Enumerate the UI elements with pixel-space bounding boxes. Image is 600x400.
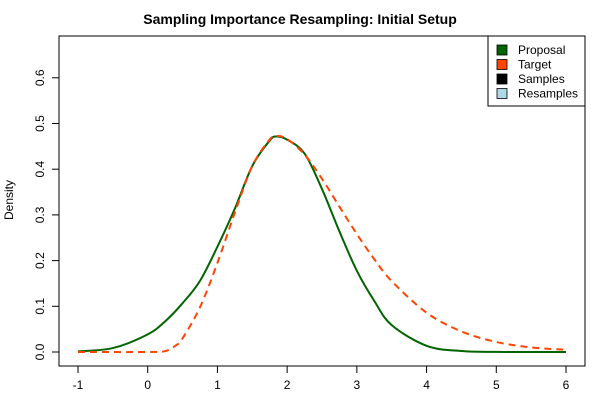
y-tick-label: 0.1 (33, 298, 47, 315)
series-line-proposal (77, 135, 567, 354)
legend-swatch-target (496, 59, 508, 70)
legend-swatch-samples (496, 73, 508, 85)
y-tick-label: 0.4 (33, 161, 47, 178)
x-tick-label: -1 (73, 378, 84, 392)
series-line-target (77, 134, 567, 354)
x-tick-label: 1 (214, 378, 221, 392)
legend-swatch-proposal (496, 44, 508, 56)
y-tick-label: 0.6 (33, 69, 47, 86)
legend-swatch-resamples (496, 88, 508, 99)
legend-label-samples: Samples (518, 72, 565, 86)
legend-label-target: Target (518, 58, 552, 72)
legend-label-resamples: Resamples (518, 87, 578, 101)
legend-label-proposal: Proposal (518, 43, 565, 57)
x-tick-label: 6 (563, 378, 570, 392)
x-tick-label: 5 (493, 378, 500, 392)
chart-title: Sampling Importance Resampling: Initial … (143, 11, 457, 27)
series-layer (77, 134, 567, 354)
x-tick-label: 2 (284, 378, 291, 392)
y-tick-label: 0.5 (33, 115, 47, 132)
y-axis-label: Density (2, 180, 16, 220)
y-tick-label: 0.3 (33, 206, 47, 223)
y-tick-label: 0.2 (33, 252, 47, 269)
x-tick-label: 0 (144, 378, 151, 392)
x-tick-label: 4 (423, 378, 430, 392)
x-tick-label: 3 (354, 378, 361, 392)
y-tick-label: 0.0 (33, 343, 47, 360)
axes: -1 0 1 2 3 4 5 6 0.0 0.1 0.2 0.3 0.4 0.5 0.6 (33, 69, 570, 392)
